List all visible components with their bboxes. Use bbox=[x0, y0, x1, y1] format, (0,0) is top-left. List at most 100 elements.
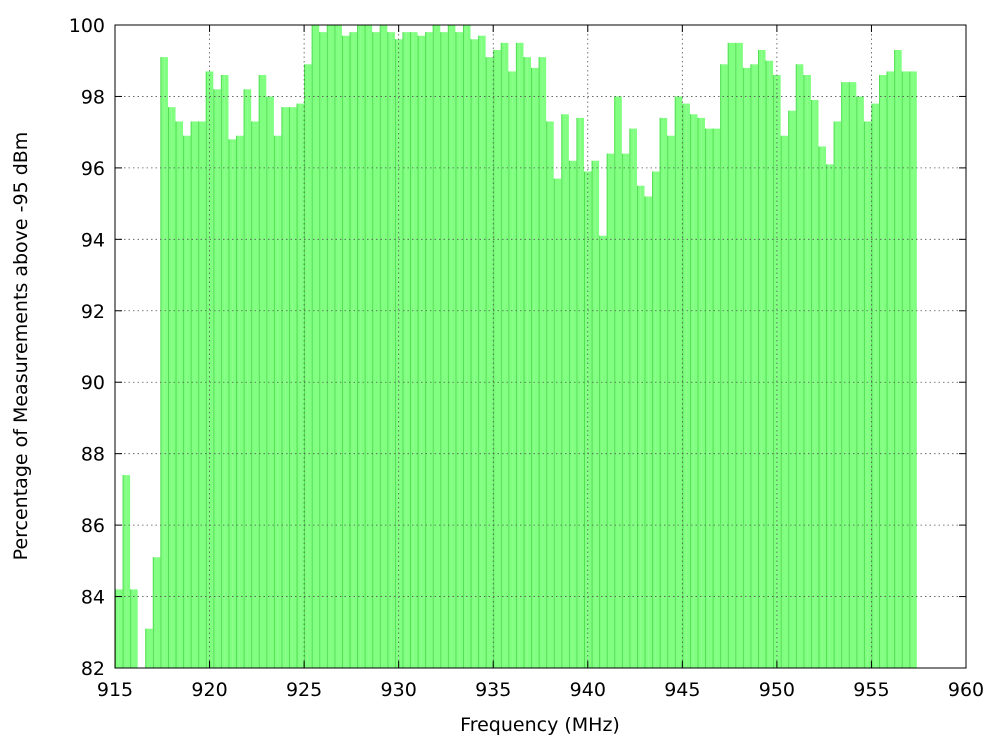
bar bbox=[360, 25, 365, 668]
bar bbox=[610, 153, 615, 669]
bar bbox=[421, 35, 426, 668]
x-tick-label: 960 bbox=[948, 679, 984, 701]
bar bbox=[171, 107, 176, 668]
x-tick-label: 945 bbox=[664, 679, 700, 701]
bar bbox=[833, 121, 838, 668]
bar bbox=[304, 64, 308, 669]
bar bbox=[599, 235, 603, 668]
bar bbox=[795, 64, 800, 669]
x-tick-labels: 915 920 925 930 935 940 945 950 955 960 bbox=[97, 679, 984, 701]
bar bbox=[799, 64, 804, 669]
bar bbox=[273, 135, 278, 668]
bars-group bbox=[115, 25, 917, 669]
bar bbox=[126, 475, 131, 668]
bar bbox=[323, 32, 327, 668]
bar bbox=[784, 135, 789, 668]
bar bbox=[254, 121, 259, 668]
bar bbox=[428, 32, 433, 668]
bar bbox=[652, 171, 656, 668]
bar bbox=[311, 25, 316, 668]
bar bbox=[213, 89, 218, 669]
bar bbox=[761, 50, 766, 668]
bar bbox=[167, 107, 172, 668]
bar bbox=[678, 96, 683, 668]
bar bbox=[863, 121, 868, 668]
bar bbox=[315, 25, 320, 668]
bar bbox=[462, 25, 467, 668]
bar bbox=[776, 75, 781, 668]
bar bbox=[686, 103, 690, 669]
bar bbox=[270, 96, 274, 668]
bar bbox=[470, 39, 475, 669]
bar bbox=[145, 628, 150, 668]
bar bbox=[387, 32, 392, 668]
bar bbox=[606, 153, 611, 669]
bar bbox=[201, 121, 206, 668]
bar bbox=[198, 121, 202, 668]
bar bbox=[670, 135, 675, 668]
bar bbox=[546, 121, 550, 668]
bar bbox=[561, 114, 566, 669]
bar bbox=[848, 82, 853, 668]
bar bbox=[292, 107, 297, 668]
grid-lines bbox=[115, 25, 966, 668]
bar bbox=[750, 64, 755, 669]
bar bbox=[829, 164, 834, 669]
bar bbox=[190, 121, 195, 668]
bar bbox=[281, 107, 286, 668]
bar bbox=[402, 32, 407, 668]
bar bbox=[285, 107, 289, 668]
bar bbox=[746, 67, 751, 668]
bar bbox=[648, 196, 653, 668]
bar bbox=[130, 589, 134, 668]
x-tick-label: 915 bbox=[97, 679, 133, 701]
bar bbox=[705, 128, 709, 668]
bar bbox=[179, 121, 184, 668]
bar bbox=[591, 160, 596, 668]
bar bbox=[440, 32, 445, 668]
bar bbox=[640, 185, 645, 668]
bar bbox=[534, 67, 539, 668]
bar bbox=[258, 75, 263, 668]
x-tick-label: 925 bbox=[286, 679, 322, 701]
bar bbox=[731, 42, 736, 669]
bar bbox=[727, 42, 732, 669]
bar bbox=[882, 75, 887, 668]
bar bbox=[353, 32, 358, 668]
bar bbox=[357, 25, 361, 668]
bar bbox=[674, 96, 679, 668]
bar bbox=[655, 171, 660, 668]
bar bbox=[837, 121, 842, 668]
bar bbox=[379, 25, 384, 668]
bar bbox=[300, 103, 305, 669]
bar bbox=[474, 39, 479, 669]
bar bbox=[773, 75, 777, 668]
bar bbox=[183, 135, 187, 668]
bar bbox=[220, 75, 225, 668]
bar bbox=[633, 128, 637, 668]
bar bbox=[583, 171, 588, 668]
bar bbox=[236, 135, 240, 668]
y-tick-label: 88 bbox=[81, 444, 105, 466]
bar bbox=[595, 160, 600, 668]
bar bbox=[504, 42, 509, 669]
bar bbox=[587, 171, 592, 668]
bar bbox=[807, 75, 811, 668]
bar bbox=[644, 196, 649, 668]
y-tick-label: 96 bbox=[81, 158, 105, 180]
bar bbox=[901, 71, 906, 668]
bar bbox=[897, 50, 902, 668]
bar bbox=[701, 117, 706, 668]
bar bbox=[425, 32, 429, 668]
bar bbox=[383, 25, 388, 668]
bar bbox=[156, 557, 161, 668]
bar bbox=[542, 57, 547, 668]
y-tick-label: 94 bbox=[81, 229, 105, 251]
x-tick-label: 935 bbox=[475, 679, 511, 701]
bar bbox=[515, 42, 520, 669]
y-tick-labels: 82 84 86 88 90 92 94 96 98 100 bbox=[69, 15, 105, 680]
bar bbox=[436, 25, 441, 668]
bar bbox=[614, 96, 619, 668]
